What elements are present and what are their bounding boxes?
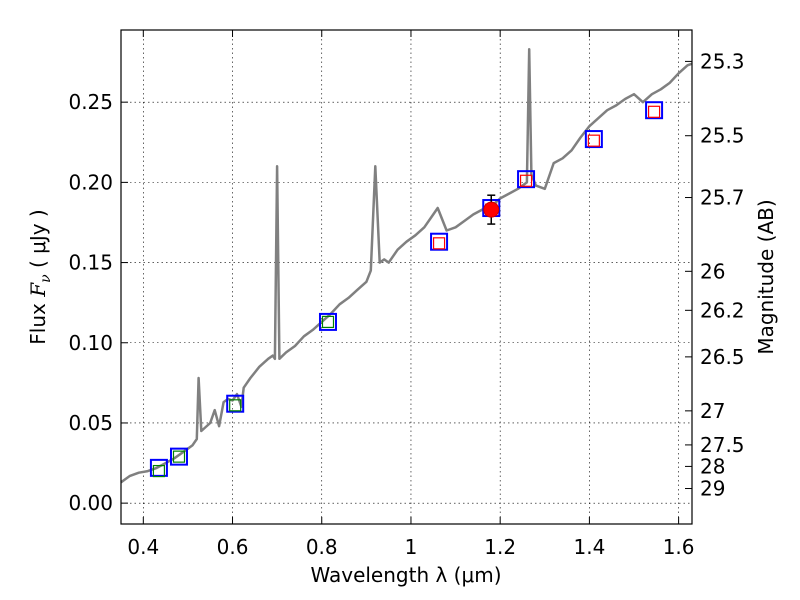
- mag-tick-label: 27.5: [700, 433, 745, 457]
- y-axis-label: Flux Fν ( μJy ): [26, 209, 54, 344]
- mag-tick-label: 26.5: [700, 345, 745, 369]
- y-axis-label-suffix: ( μJy ): [26, 209, 50, 274]
- observed-square-marker: [318, 312, 337, 331]
- y-axis-label-variable: F: [26, 282, 50, 298]
- mag-tick-label: 25.3: [700, 49, 745, 73]
- mag-tick-label: 26: [700, 259, 725, 283]
- green-model-square-marker: [152, 464, 166, 478]
- x-tick-label: 1: [405, 535, 418, 559]
- observed-square-marker: [149, 458, 168, 477]
- mag-tick-label: 25.5: [700, 124, 745, 148]
- y-tick-label: 0.05: [68, 411, 113, 435]
- mag-tick-label: 25.7: [700, 186, 745, 210]
- green-model-square-marker: [229, 399, 242, 412]
- x-tick-label: 1.2: [484, 535, 516, 559]
- observed-square-marker: [226, 394, 245, 413]
- y-axis-label-group: Flux Fν ( μJy ): [26, 209, 54, 344]
- tick-labels: 0.4 0.6 0.8 1 1.2 1.4 1.6 0.00 0.05 0.10 0.15 0.20 0…: [68, 49, 744, 559]
- observed-square-marker: [169, 447, 188, 466]
- green-model-square-marker: [321, 315, 335, 329]
- mag-tick-label: 28: [700, 454, 725, 478]
- y2-axis-label: Magnitude (AB): [754, 199, 778, 354]
- mag-tick-label: 26.2: [700, 298, 745, 322]
- red-model-square-marker: [647, 105, 661, 118]
- observed-square-marker: [517, 170, 536, 189]
- y-axis-label-subscript: ν: [38, 274, 54, 283]
- x-tick-label: 1.6: [663, 535, 695, 559]
- y-tick-label: 0.25: [68, 90, 113, 114]
- y-tick-label: 0.15: [68, 251, 113, 275]
- tick-marks: [121, 30, 692, 524]
- y-tick-label: 0.20: [68, 170, 113, 194]
- x-tick-label: 0.6: [217, 535, 249, 559]
- plot-frame: [120, 29, 693, 525]
- y-tick-label: 0.00: [68, 491, 113, 515]
- observed-square-marker: [430, 232, 449, 251]
- y-tick-label: 0.10: [68, 331, 113, 355]
- red-model-square-marker: [519, 174, 533, 187]
- observed-square-marker: [584, 130, 603, 149]
- mag-tick-label: 29: [700, 477, 725, 501]
- x-tick-label: 0.8: [306, 535, 338, 559]
- red-model-square-marker: [432, 237, 446, 250]
- red-model-square-marker: [587, 134, 600, 147]
- green-model-square-marker: [172, 450, 186, 463]
- x-tick-label: 0.4: [127, 535, 159, 559]
- mag-tick-label: 27: [700, 399, 725, 423]
- grid-lines: [121, 30, 692, 524]
- sed-model-line: [120, 47, 693, 484]
- x-tick-label: 1.4: [573, 535, 605, 559]
- y-axis-label-prefix: Flux: [26, 297, 50, 345]
- series-layer: [120, 47, 693, 484]
- x-axis-label: Wavelength λ (μm): [310, 563, 501, 587]
- observed-square-marker: [645, 101, 664, 120]
- measurement-dot: [483, 201, 500, 218]
